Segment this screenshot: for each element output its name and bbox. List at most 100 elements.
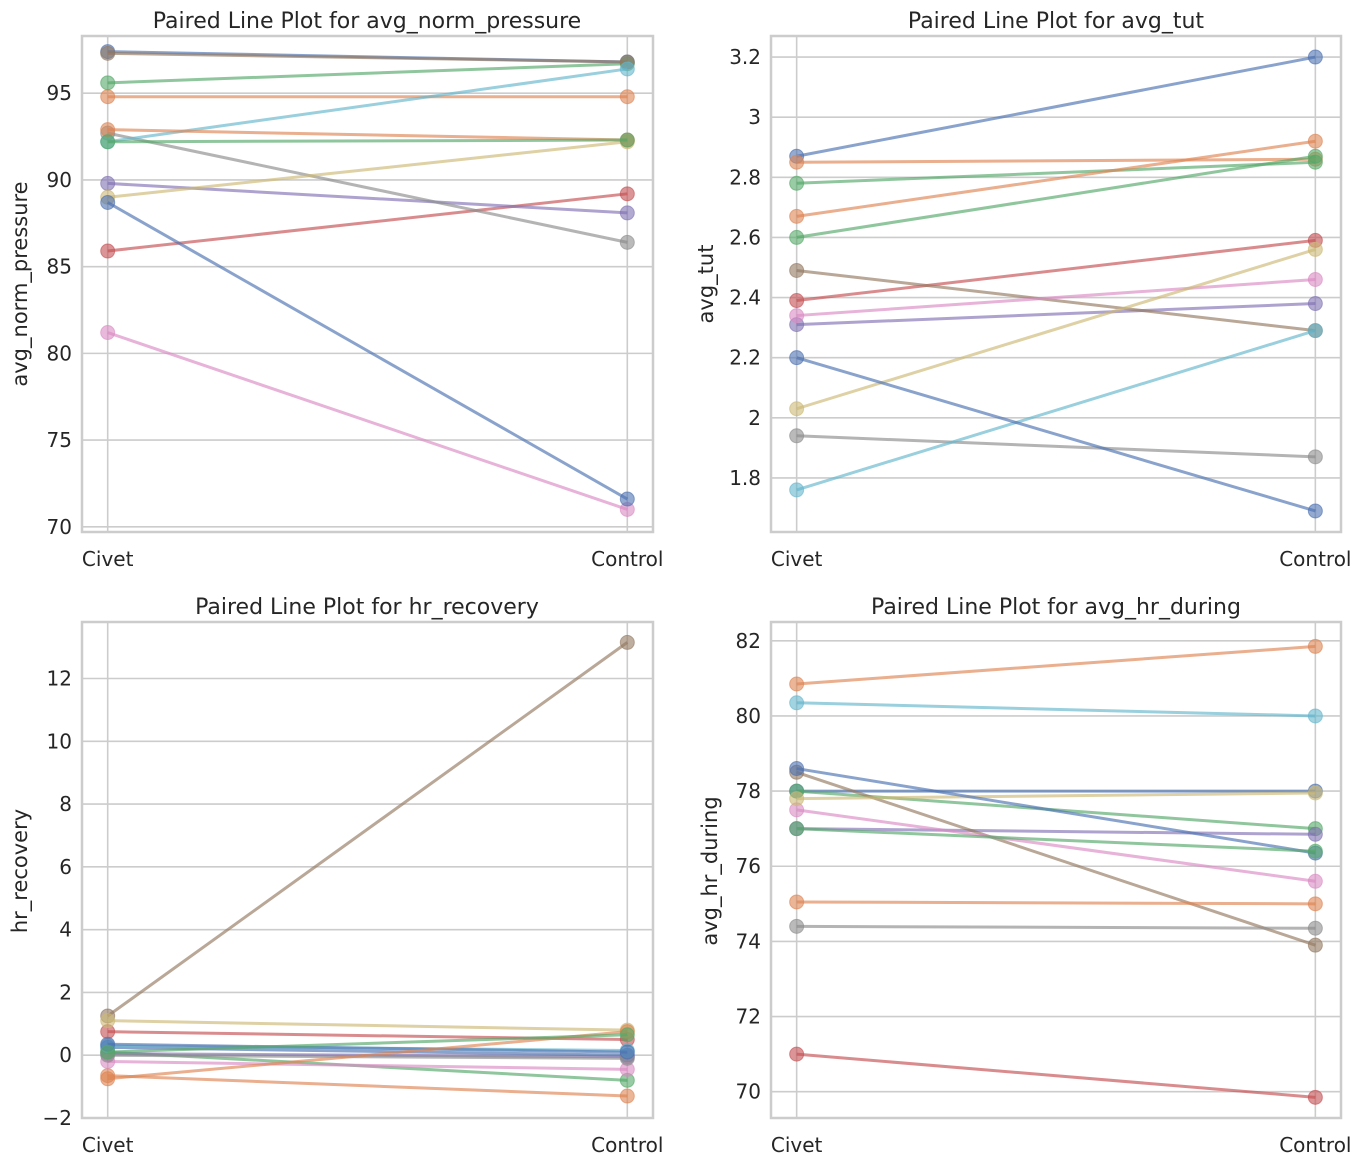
series-line xyxy=(107,331,628,511)
series-line xyxy=(107,138,628,144)
axes-frame xyxy=(769,620,1343,1120)
subplot-avg-hr-during: Paired Line Plot for avg_hr_during avg_h… xyxy=(698,595,1351,1157)
series xyxy=(789,428,1323,465)
y-tick-label: 72 xyxy=(736,1005,761,1029)
data-point xyxy=(100,45,116,61)
data-point xyxy=(1307,937,1323,953)
data-point xyxy=(1307,449,1323,465)
y-tick-label: 80 xyxy=(47,341,72,365)
series-line xyxy=(796,154,1316,239)
data-point xyxy=(1307,133,1323,149)
data-point xyxy=(789,293,805,309)
data-point xyxy=(100,243,116,259)
data-point xyxy=(789,676,805,692)
series-line xyxy=(106,201,629,501)
series-line xyxy=(796,356,1316,513)
data-point xyxy=(100,89,116,105)
chart-title: Paired Line Plot for avg_hr_during xyxy=(871,595,1241,620)
series-line xyxy=(796,157,1316,164)
data-point xyxy=(619,1088,635,1104)
data-point xyxy=(619,234,635,250)
series-line xyxy=(107,1019,628,1032)
series-line xyxy=(796,329,1316,492)
y-axis-label: hr_recovery xyxy=(8,809,33,933)
series xyxy=(789,133,1323,224)
series xyxy=(100,134,635,205)
y-tick-label: 3.2 xyxy=(729,45,761,69)
series-line xyxy=(796,268,1316,333)
data-point xyxy=(1307,708,1323,724)
series-line xyxy=(796,139,1316,218)
series-line xyxy=(107,51,628,64)
y-tick-label: 2.4 xyxy=(729,286,761,310)
y-tick-label: 82 xyxy=(736,629,761,653)
series xyxy=(789,262,1323,339)
chart-title: Paired Line Plot for hr_recovery xyxy=(195,595,539,620)
y-axis-label: avg_hr_during xyxy=(698,796,723,945)
data-point xyxy=(789,308,805,324)
data-point xyxy=(789,428,805,444)
x-tick-label: Civet xyxy=(771,1133,823,1157)
series-line xyxy=(107,1074,628,1098)
series-line xyxy=(107,1053,628,1060)
y-tick-label: 2 xyxy=(59,980,72,1004)
data-point xyxy=(100,134,116,150)
axes-frame xyxy=(769,34,1343,534)
series xyxy=(789,271,1323,324)
series-line xyxy=(796,770,1316,947)
x-tick-label: Civet xyxy=(771,547,823,571)
y-axis-label: avg_tut xyxy=(694,245,719,324)
series xyxy=(100,132,635,150)
y-tick-label: 95 xyxy=(47,81,72,105)
series xyxy=(789,785,1323,807)
y-tick-label: 76 xyxy=(736,854,761,878)
x-tick-label: Control xyxy=(1279,547,1351,571)
y-tick-label: 12 xyxy=(47,667,72,691)
subplot-avg-tut: Paired Line Plot for avg_tut avg_tut 1.8… xyxy=(694,9,1351,571)
data-point xyxy=(789,350,805,366)
x-tick-label: Civet xyxy=(82,547,134,571)
series-line xyxy=(107,1059,628,1071)
series xyxy=(789,802,1323,889)
series-line xyxy=(107,140,628,199)
data-point xyxy=(789,175,805,191)
y-tick-label: 0 xyxy=(59,1043,72,1067)
data-point xyxy=(1307,826,1323,842)
y-tick-label: 6 xyxy=(59,855,72,879)
series xyxy=(100,1027,635,1060)
data-point xyxy=(1307,503,1323,519)
series-line xyxy=(107,192,628,253)
data-point xyxy=(1307,843,1323,859)
data-point xyxy=(789,229,805,245)
data-point xyxy=(1307,271,1323,287)
data-point xyxy=(1307,638,1323,654)
data-point xyxy=(789,482,805,498)
data-point xyxy=(789,401,805,417)
series xyxy=(100,122,635,148)
data-point xyxy=(619,61,635,77)
series-line xyxy=(796,644,1316,686)
series-line xyxy=(107,128,628,142)
data-point xyxy=(619,89,635,105)
subplot-hr-recovery: Paired Line Plot for hr_recovery hr_reco… xyxy=(8,595,663,1157)
x-tick-label: Civet xyxy=(82,1133,134,1157)
series-line xyxy=(107,1033,628,1054)
y-tick-label: 78 xyxy=(736,779,761,803)
data-point xyxy=(1307,896,1323,912)
data-point xyxy=(789,262,805,278)
series-line xyxy=(796,277,1316,318)
y-tick-label: 70 xyxy=(47,515,72,539)
series-line xyxy=(796,808,1316,883)
data-point xyxy=(1307,1089,1323,1105)
data-point xyxy=(100,75,116,91)
series xyxy=(789,695,1323,724)
series-line xyxy=(796,767,1316,855)
x-tick-label: Control xyxy=(591,547,663,571)
data-point xyxy=(1307,241,1323,257)
data-point xyxy=(1307,296,1323,312)
series-line xyxy=(796,701,1316,718)
series-line xyxy=(796,924,1316,930)
series-line xyxy=(107,1042,628,1054)
series-line xyxy=(796,434,1316,459)
